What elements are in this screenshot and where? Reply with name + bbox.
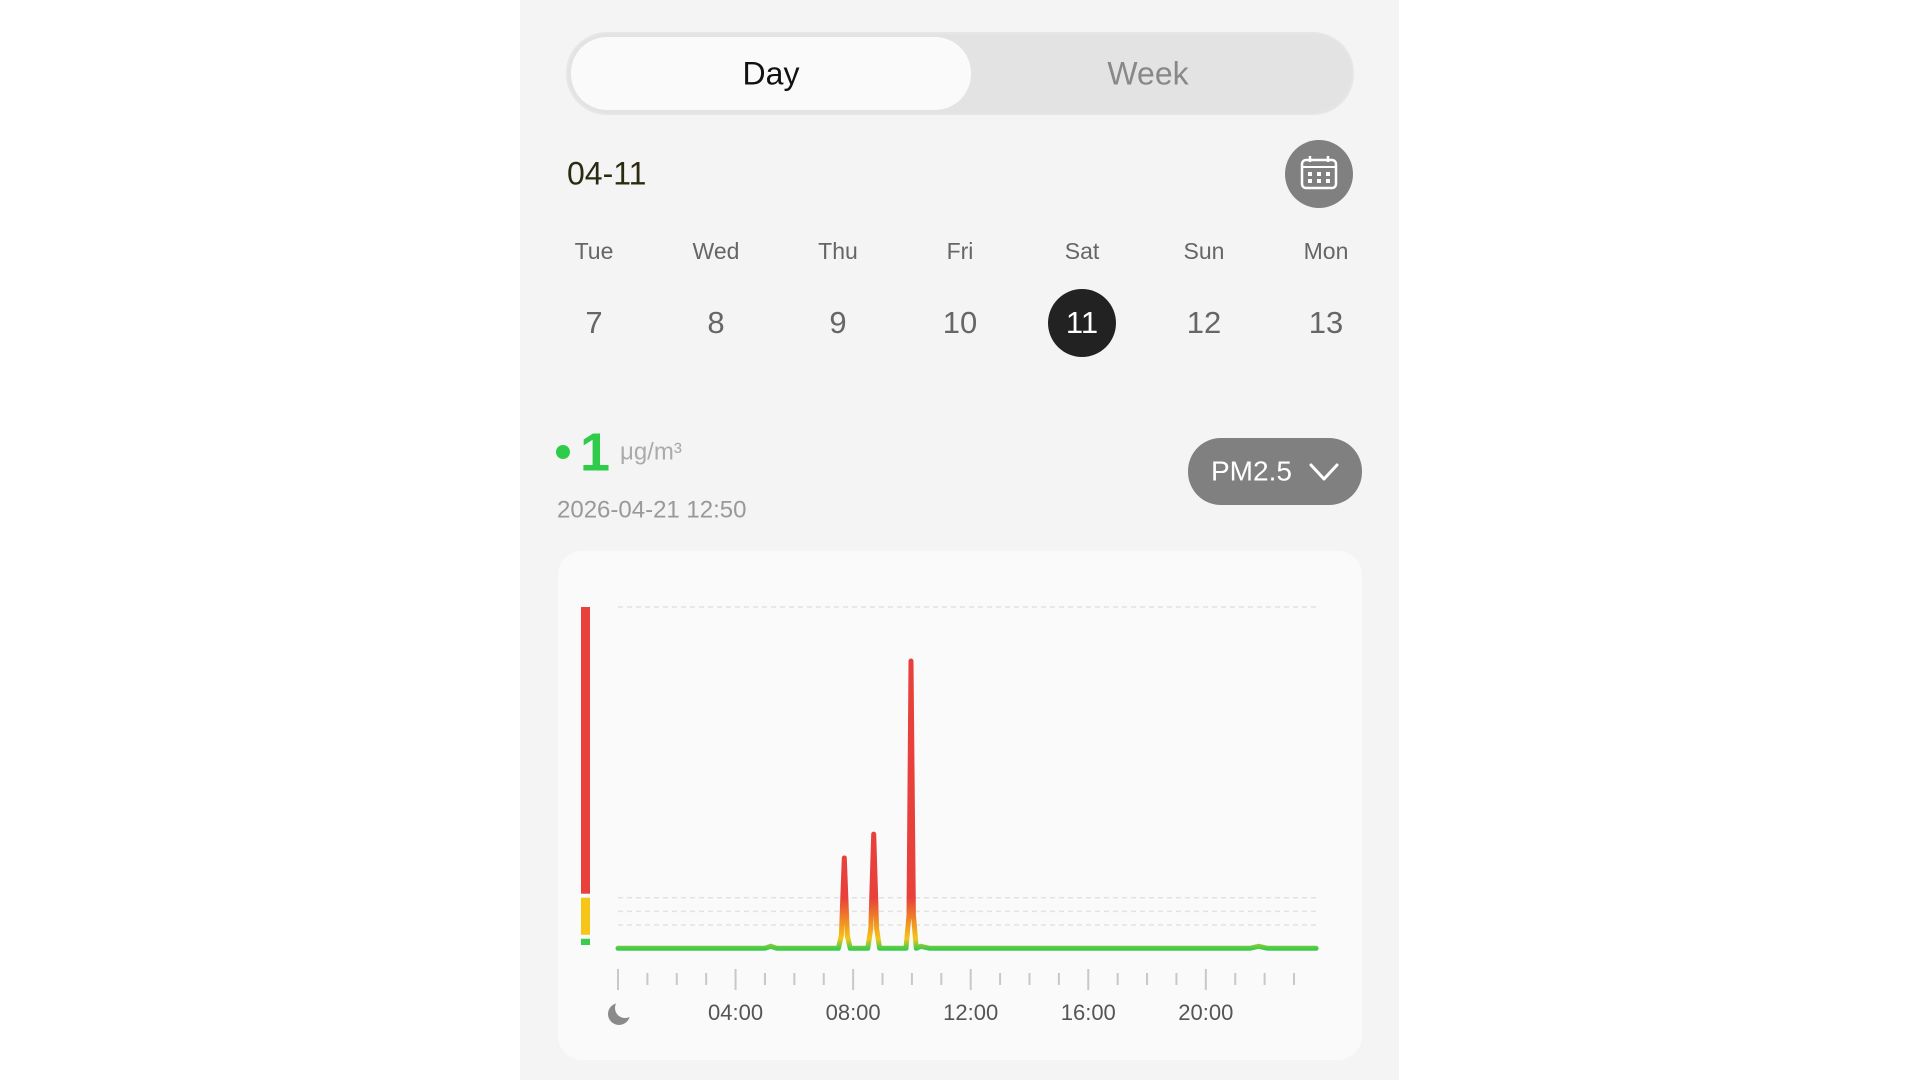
tab-day[interactable]: Day bbox=[743, 55, 800, 91]
date-label: 04-11 bbox=[567, 155, 646, 191]
moon-icon-cut bbox=[615, 998, 635, 1018]
weekday-label: Sat bbox=[1065, 238, 1100, 264]
weekday-label: Fri bbox=[947, 238, 974, 264]
pollutant-dropdown[interactable]: PM2.5 bbox=[1188, 438, 1362, 505]
x-tick-label: 08:00 bbox=[826, 1000, 881, 1025]
x-tick-label: 20:00 bbox=[1178, 1000, 1233, 1025]
dropdown-chevron bbox=[1309, 463, 1339, 481]
level-bar bbox=[581, 897, 590, 935]
x-tick-label: 04:00 bbox=[708, 1000, 763, 1025]
night-icon bbox=[608, 998, 635, 1025]
weekday-label: Mon bbox=[1304, 238, 1349, 264]
data-line bbox=[615, 658, 1319, 951]
calendar-icon-dots bbox=[1308, 172, 1330, 183]
x-tick-label: 16:00 bbox=[1061, 1000, 1116, 1025]
day-number[interactable]: 7 bbox=[585, 305, 602, 340]
reading-value: 1 bbox=[580, 422, 610, 482]
week-strip: Tue 7 Wed 8 Thu 9 Fri 10 Sat 11 Sun 12 Mon 13 bbox=[575, 238, 1349, 357]
day-number[interactable]: 12 bbox=[1187, 305, 1221, 340]
x-tick-label: 12:00 bbox=[943, 1000, 998, 1025]
day-number[interactable]: 9 bbox=[829, 305, 846, 340]
pollutant-label[interactable]: PM2.5 bbox=[1211, 455, 1292, 486]
calendar-icon bbox=[1300, 158, 1338, 190]
weekday-label: Tue bbox=[575, 238, 614, 264]
day-number[interactable]: 13 bbox=[1309, 305, 1343, 340]
pollutant-dropdown-bg[interactable] bbox=[1188, 438, 1362, 505]
selected-day-circle[interactable] bbox=[1048, 289, 1116, 357]
status-dot bbox=[556, 445, 570, 459]
reading-timestamp: 2026-04-21 12:50 bbox=[557, 496, 747, 523]
calendar-button[interactable] bbox=[1285, 140, 1353, 208]
day-number[interactable]: 11 bbox=[1066, 305, 1098, 340]
weekday-label: Wed bbox=[693, 238, 740, 264]
tab-week[interactable]: Week bbox=[1107, 55, 1189, 91]
day-number[interactable]: 10 bbox=[943, 305, 977, 340]
weekday-label: Sun bbox=[1184, 238, 1225, 264]
weekday-label: Thu bbox=[818, 238, 858, 264]
tab-selected-pill bbox=[571, 37, 971, 110]
reading-unit: μg/m³ bbox=[620, 438, 682, 465]
chart: 04:00 08:00 12:00 16:00 20:00 bbox=[581, 606, 1320, 1025]
chart-card bbox=[558, 551, 1362, 1060]
day-number[interactable]: 8 bbox=[707, 305, 724, 340]
level-bar bbox=[581, 607, 590, 894]
level-bar bbox=[581, 938, 590, 945]
